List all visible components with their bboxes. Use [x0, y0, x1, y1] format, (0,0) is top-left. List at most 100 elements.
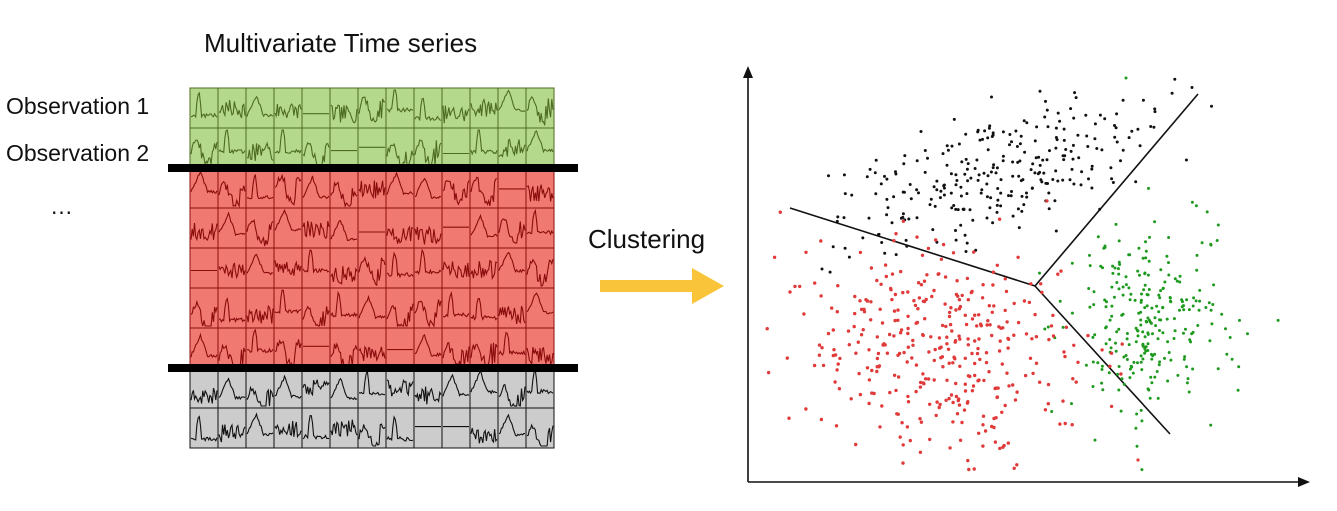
scatter-point-red [926, 377, 931, 381]
scatter-point-black [1038, 89, 1042, 93]
scatter-point-black [1098, 113, 1102, 117]
scatter-point-black [1054, 229, 1058, 233]
scatter-point-red [951, 420, 955, 424]
scatter-point-green [1143, 351, 1146, 355]
scatter-point-red [977, 313, 981, 317]
scatter-point-black [933, 204, 937, 208]
waveform-line [246, 218, 274, 247]
scatter-point-red [819, 417, 824, 422]
scatter-point-black [1210, 104, 1213, 108]
scatter-point-green [1155, 304, 1159, 308]
waveform-line [526, 258, 554, 287]
scatter-point-black [1069, 149, 1073, 153]
scatter-point-black [915, 216, 919, 220]
scatter-point-black [894, 172, 898, 176]
scatter-point-black [935, 179, 939, 183]
scatter-point-red [905, 425, 910, 429]
scatter-point-black [1034, 156, 1038, 160]
scatter-point-red [998, 339, 1002, 343]
scatter-point-red [973, 339, 977, 343]
scatter-point-black [931, 228, 935, 232]
scatter-point-black [1072, 182, 1076, 186]
scatter-point-black [1001, 159, 1005, 163]
scatter-point-black [828, 270, 832, 274]
waveform-line [218, 262, 246, 280]
scatter-point-black [949, 172, 953, 176]
scatter-point-green [1136, 329, 1140, 333]
scatter-point-red [906, 331, 910, 336]
scatter-point-red [963, 382, 967, 386]
scatter-point-black [1100, 148, 1104, 152]
scatter-point-black [1019, 134, 1023, 138]
scatter-point-black [901, 212, 905, 216]
scatter-point-red [992, 416, 996, 421]
scatter-point-black [1001, 154, 1005, 158]
scatter-point-red [948, 446, 952, 450]
scatter-point-green [1200, 241, 1204, 245]
scatter-point-red [1063, 421, 1067, 426]
scatter-point-red [897, 351, 902, 356]
scatter-point-red [940, 323, 945, 328]
scatter-point-green [1167, 261, 1170, 265]
scatter-point-red [830, 306, 834, 310]
scatter-point-green [1139, 360, 1143, 364]
scatter-point-black [907, 217, 911, 221]
waveform-line [190, 415, 218, 442]
observation-2-label: Observation 2 [6, 140, 150, 166]
scatter-point-green [1093, 438, 1097, 442]
scatter-point-black [820, 267, 824, 271]
scatter-point-red [905, 360, 909, 364]
scatter-point-black [1062, 138, 1066, 142]
scatter-point-red [1023, 373, 1028, 378]
scatter-point-red [997, 217, 1002, 221]
scatter-point-red [890, 297, 894, 302]
scatter-point-green [1172, 337, 1176, 340]
scatter-point-green [1124, 283, 1128, 287]
scatter-point-black [988, 124, 992, 128]
scatter-point-red [875, 356, 880, 361]
scatter-point-green [1147, 259, 1151, 263]
waveform-line [498, 251, 526, 274]
scatter-point-black [989, 170, 993, 174]
scatter-point-green [1150, 306, 1154, 310]
x-axis-arrowhead [1298, 477, 1310, 487]
scatter-point-red [953, 357, 957, 361]
scatter-point-black [842, 173, 846, 177]
scatter-point-red [858, 299, 862, 303]
scatter-point-black [979, 191, 983, 195]
scatter-point-red [941, 242, 946, 247]
scatter-point-black [942, 193, 946, 197]
waveform-line [274, 420, 302, 439]
scatter-point-black [1173, 77, 1177, 81]
scatter-point-green [1108, 318, 1112, 322]
scatter-point-red [993, 440, 998, 444]
scatter-point-red [990, 333, 994, 338]
scatter-point-black [1053, 199, 1057, 203]
scatter-point-red [893, 318, 897, 323]
scatter-point-black [954, 229, 957, 232]
scatter-point-black [1141, 98, 1145, 102]
waveform-line [358, 423, 386, 447]
scatter-point-green [1136, 334, 1140, 338]
scatter-point-black [1045, 158, 1049, 162]
scatter-point-green [1130, 365, 1134, 369]
scatter-point-green [1175, 279, 1179, 283]
scatter-point-green [1100, 381, 1104, 385]
scatter-point-green [1119, 409, 1123, 413]
scatter-point-green [1096, 235, 1100, 239]
scatter-point-red [847, 343, 851, 347]
scatter-point-green [1196, 324, 1200, 327]
scatter-point-black [950, 206, 954, 210]
scatter-point-red [941, 365, 945, 369]
scatter-point-red [817, 343, 822, 347]
scatter-point-black [1093, 137, 1097, 141]
waveform-line [386, 415, 414, 442]
scatter-point-black [1063, 154, 1067, 158]
waveform-line [414, 177, 442, 200]
scatter-point-red [911, 338, 915, 343]
scatter-point-black [1079, 183, 1083, 187]
scatter-point-black [1037, 155, 1041, 159]
scatter-point-red [953, 339, 958, 343]
scatter-point-black [932, 185, 936, 189]
scatter-point-black [964, 157, 968, 161]
